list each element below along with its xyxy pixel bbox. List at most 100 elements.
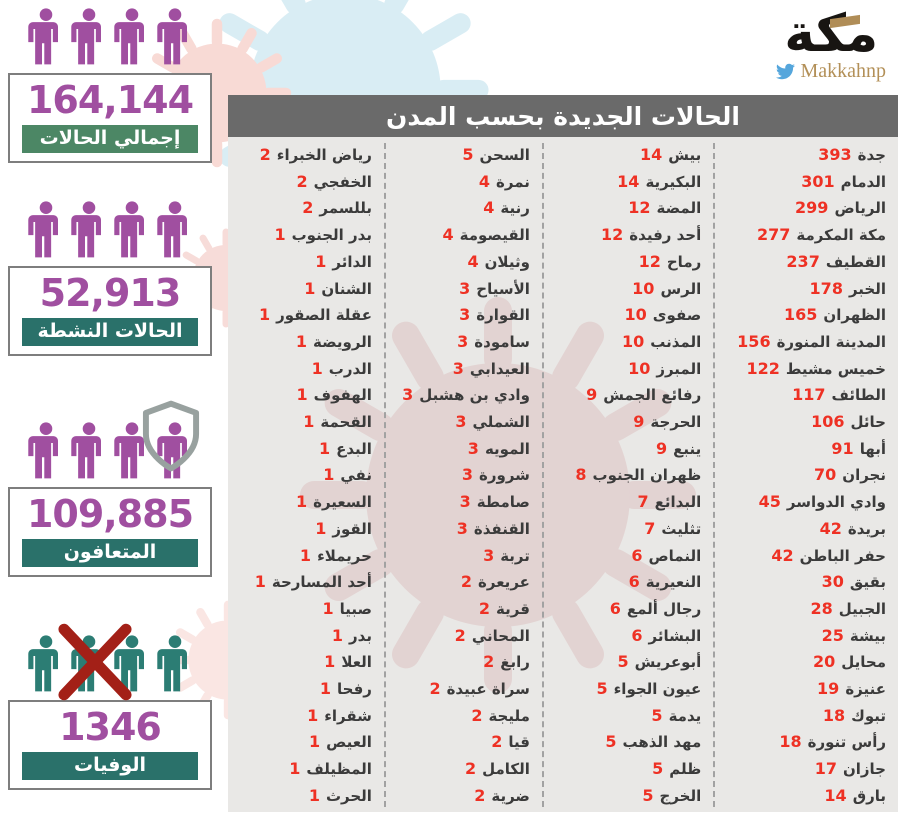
city-name: المويه (484, 439, 530, 458)
city-name: المبرز (656, 359, 702, 378)
city-name: خميس مشيط (785, 359, 886, 378)
city-count: 1 (289, 759, 301, 779)
city-count: 1 (331, 625, 344, 645)
person-icon (27, 8, 58, 65)
city-row: مليجة 2 (390, 706, 530, 725)
city-row: جدة 393 (719, 145, 886, 164)
city-row: بيشة 25 (719, 626, 886, 645)
city-count: 1 (295, 492, 308, 512)
city-row: القوارة 3 (390, 305, 530, 324)
city-name: بيشة (849, 626, 886, 645)
city-row: جازان 17 (719, 759, 886, 778)
city-row: سراة عبيدة 2 (390, 679, 530, 699)
city-name: الكامل (482, 760, 530, 779)
city-row: الرياض 299 (719, 198, 886, 217)
city-name: قرية (496, 599, 530, 618)
city-count: 8 (575, 465, 587, 485)
city-name: سامودة (474, 332, 530, 351)
city-row: شقراء 1 (232, 706, 372, 725)
city-row: بيش 14 (548, 145, 701, 164)
city-count: 10 (632, 278, 655, 298)
city-name: النماص (648, 546, 702, 565)
city-count: 1 (311, 358, 323, 378)
city-name: محايل (841, 653, 886, 672)
city-row: الدمام 301 (719, 172, 886, 191)
city-row: الطائف 117 (719, 385, 886, 404)
city-name: المذنب (650, 332, 702, 351)
stat-value: 1346 (59, 704, 162, 749)
city-name: مهد الذهب (622, 733, 702, 752)
city-row: حفر الباطن 42 (719, 546, 886, 565)
city-row: الشنان 1 (232, 279, 372, 298)
city-count: 3 (459, 492, 471, 512)
city-name: جازان (842, 760, 886, 779)
city-name: القوز (332, 519, 372, 538)
city-row: تربة 3 (390, 546, 530, 565)
city-row: المذنب 10 (548, 332, 701, 351)
city-name: ظهران الجنوب (592, 466, 702, 485)
city-name: رجال ألمع (626, 599, 702, 618)
city-count: 6 (628, 572, 640, 592)
stat-label: الوفيات (22, 751, 198, 780)
city-count: 1 (308, 785, 320, 805)
city-count: 5 (617, 652, 629, 672)
city-count: 1 (274, 225, 286, 245)
city-name: ينبع (673, 439, 702, 458)
city-count: 106 (811, 412, 845, 432)
table-title: الحالات الجديدة بحسب المدن (385, 101, 741, 131)
city-count: 1 (319, 438, 331, 458)
new-cases-table: الحالات الجديدة بحسب المدن جدة 393 الدمام 3… (228, 95, 898, 812)
city-count: 1 (319, 679, 332, 699)
city-name: القيصومة (459, 226, 530, 245)
city-count: 3 (456, 518, 468, 538)
city-name: الرويضة (313, 332, 372, 351)
city-count: 9 (655, 438, 668, 458)
city-row: الخبر 178 (719, 279, 886, 298)
city-name: السعيرة (313, 493, 372, 512)
city-row: ظلم 5 (548, 759, 701, 778)
city-name: بدر (349, 626, 372, 645)
city-row: أحد المسارحة 1 (232, 572, 372, 591)
makkah-newspaper-logo: مكة (784, 4, 880, 64)
city-row: أبوعريش 5 (548, 652, 702, 672)
shield-icon (142, 400, 200, 472)
city-name: سراة عبيدة (446, 680, 530, 699)
city-name: بيش (668, 146, 702, 164)
city-count: 3 (455, 412, 467, 432)
city-row: قيا 2 (390, 732, 530, 751)
city-row: القوز 1 (232, 519, 372, 538)
city-name: المدينة المنورة (776, 332, 886, 351)
city-row: رفحا 1 (232, 679, 372, 698)
city-name: الظهران (823, 306, 886, 325)
city-name: بريدة (847, 519, 886, 538)
city-count: 5 (596, 679, 608, 699)
city-column: السحن 5 نمرة 4 رنية 4 القيصومة 4 وثيلان 4 الأسياح 3… (386, 143, 544, 807)
city-row: القنفذة 3 (390, 519, 530, 538)
city-name: صفوى (652, 306, 702, 325)
city-name: نمرة (496, 172, 530, 191)
city-row: خميس مشيط 122 (719, 359, 886, 378)
city-row: قرية 2 (390, 599, 530, 618)
city-count: 1 (295, 331, 307, 351)
stat-label: الحالات النشطة (22, 317, 198, 346)
stat-value: 52,913 (39, 270, 182, 315)
city-name: مليجة (488, 706, 530, 725)
city-row: عريعرة 2 (390, 572, 530, 591)
city-row: النعيرية 6 (548, 572, 702, 592)
city-row: الدائر 1 (232, 252, 372, 271)
city-name: الأسياح (476, 279, 530, 298)
city-name: صبيا (339, 599, 372, 618)
city-row: شرورة 3 (390, 465, 530, 484)
city-name: البشائر (648, 626, 702, 645)
city-row: رماح 12 (548, 252, 702, 271)
city-count: 5 (651, 705, 663, 725)
city-name: الهفوف (313, 386, 372, 405)
city-count: 91 (831, 438, 854, 458)
person-icon (113, 8, 144, 65)
city-name: رابغ (500, 653, 530, 672)
city-count: 3 (461, 465, 473, 485)
city-name: رأس تنورة (807, 733, 886, 752)
people-group-x-icon (8, 623, 212, 700)
logo-wordmark: مكة (784, 4, 880, 64)
stats-sidebar: 164,144 إجمالي الحالات 52,913 الحالات ال… (8, 6, 212, 817)
